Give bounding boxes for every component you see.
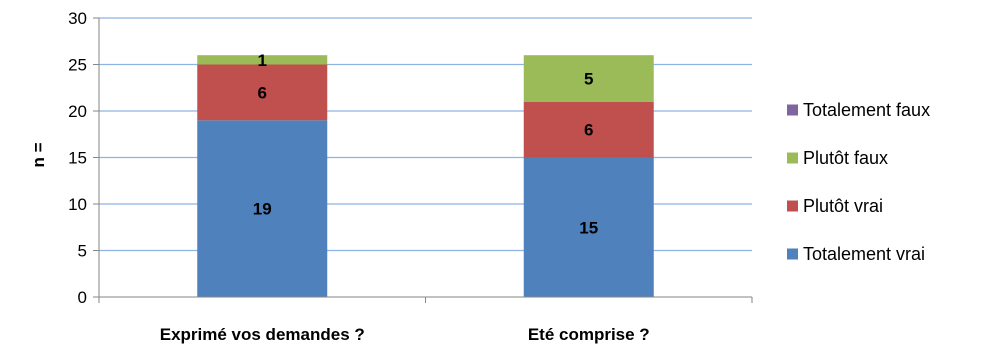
legend-label: Plutôt faux <box>803 148 888 168</box>
data-labels: 19 6 1 15 6 5 <box>253 51 598 237</box>
y-axis-label: n = <box>29 142 48 167</box>
y-tick-label: 15 <box>68 149 87 168</box>
bar-segment <box>523 157 654 297</box>
bars <box>197 55 654 297</box>
bar-segment <box>523 55 654 102</box>
y-tick-label: 0 <box>78 288 87 307</box>
data-label: 1 <box>258 51 267 70</box>
bar-segment <box>197 64 328 121</box>
legend-swatch <box>787 200 798 212</box>
legend-swatch <box>787 248 798 260</box>
legend-swatch <box>787 152 798 164</box>
legend-label: Plutôt vrai <box>803 196 883 216</box>
legend-swatch <box>787 104 798 116</box>
bar-segment <box>523 101 654 158</box>
data-label: 6 <box>584 121 593 140</box>
x-category-labels: Exprimé vos demandes ? Eté comprise ? <box>160 325 650 344</box>
data-label: 5 <box>584 69 593 88</box>
bar-segment <box>197 120 328 297</box>
y-tick-label: 10 <box>68 195 87 214</box>
legend-label: Totalement vrai <box>803 244 925 264</box>
axes <box>93 17 753 303</box>
legend-label: Totalement faux <box>803 100 930 120</box>
bar-segment <box>197 55 328 65</box>
y-tick-label: 30 <box>68 9 87 28</box>
data-label: 15 <box>579 218 598 237</box>
y-tick-label: 20 <box>68 102 87 121</box>
y-tick-label: 25 <box>68 56 87 75</box>
data-label: 19 <box>253 200 272 219</box>
y-tick-label: 5 <box>78 242 87 261</box>
x-category-label: Exprimé vos demandes ? <box>160 325 365 344</box>
x-category-label: Eté comprise ? <box>528 325 650 344</box>
gridlines <box>99 17 752 252</box>
data-label: 6 <box>258 83 267 102</box>
legend: Totalement faux Plutôt faux Plutôt vrai Tot… <box>787 100 930 264</box>
y-tick-labels: 0 5 10 15 20 25 30 <box>68 9 87 307</box>
